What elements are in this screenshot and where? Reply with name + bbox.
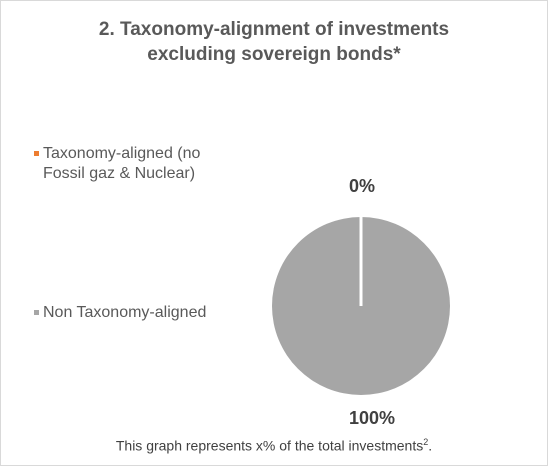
footnote-end: . bbox=[428, 437, 433, 454]
legend-label-taxonomy-aligned: Taxonomy-aligned (no Fossil gaz & Nuclea… bbox=[43, 145, 201, 182]
footnote-text: This graph represents x% of the total in… bbox=[115, 437, 424, 454]
chart-title-line-1: 2. Taxonomy-alignment of investments bbox=[98, 19, 450, 40]
legend-swatch-non-taxonomy-aligned bbox=[34, 310, 39, 315]
legend-item-non-taxonomy-aligned: Non Taxonomy-aligned bbox=[34, 303, 233, 323]
legend-label-non-taxonomy-aligned: Non Taxonomy-aligned bbox=[43, 304, 207, 321]
footnote: This graph represents x% of the total in… bbox=[1, 437, 547, 454]
data-label-non-taxonomy-aligned: 100% bbox=[348, 408, 396, 428]
legend-swatch-taxonomy-aligned bbox=[34, 151, 39, 156]
legend-item-taxonomy-aligned: Taxonomy-aligned (no Fossil gaz & Nuclea… bbox=[34, 144, 233, 184]
pie-chart bbox=[272, 216, 450, 395]
chart-title: 2. Taxonomy-alignment of investments exc… bbox=[1, 17, 547, 67]
footnote-superscript: 2 bbox=[423, 437, 429, 447]
chart-title-line-2: excluding sovereign bonds* bbox=[147, 44, 401, 65]
data-label-taxonomy-aligned: 0% bbox=[348, 176, 375, 196]
